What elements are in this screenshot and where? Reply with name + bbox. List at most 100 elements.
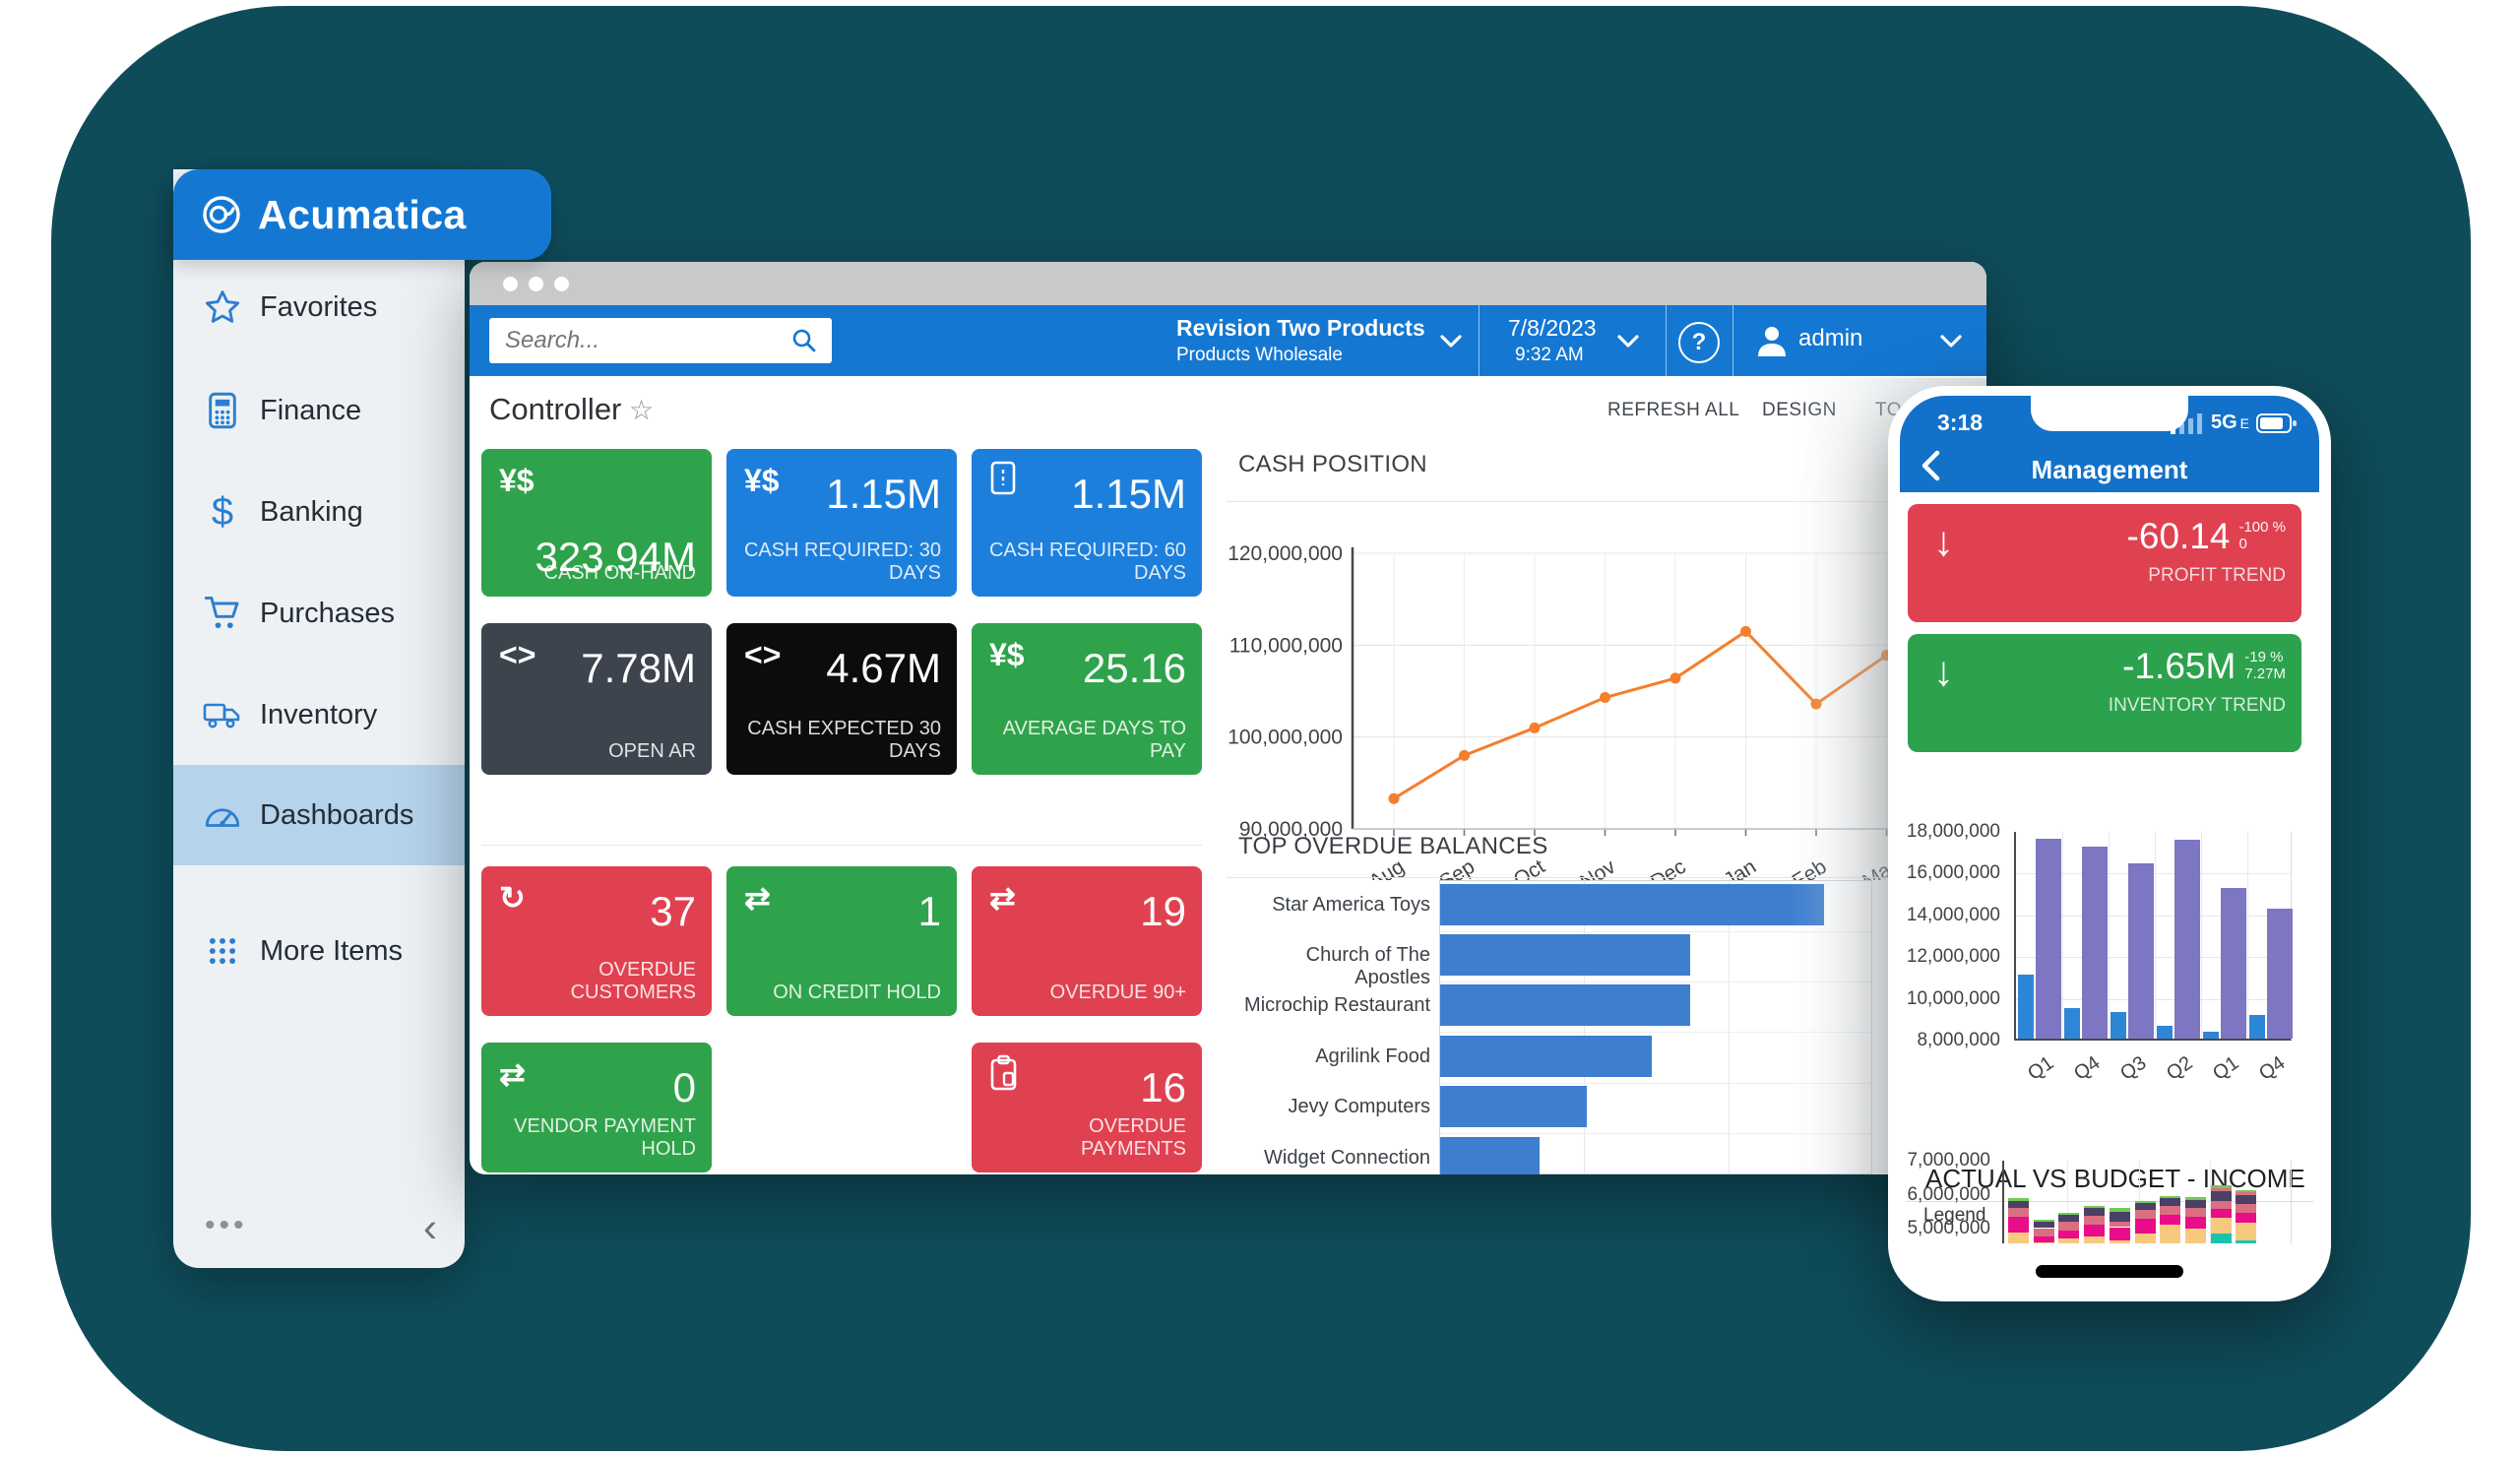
sales-segment-green[interactable]: [2210, 1185, 2232, 1188]
kpi-tile-vendor-payment-hold[interactable]: ⇄ 0 VENDOR PAYMENT HOLD: [481, 1043, 712, 1172]
sales-segment-green[interactable]: [2184, 1197, 2206, 1200]
kpi-tile-cash-expected-30-days[interactable]: <> 4.67M CASH EXPECTED 30 DAYS: [726, 623, 957, 775]
favorite-star-icon[interactable]: ☆: [629, 395, 655, 425]
window-control-icon[interactable]: [554, 277, 569, 291]
income-bar-blue[interactable]: [2110, 1011, 2126, 1039]
sidebar-item-favorites[interactable]: Favorites: [173, 270, 465, 345]
sales-segment-rose[interactable]: [2160, 1206, 2181, 1215]
sales-segment-rose[interactable]: [2134, 1210, 2156, 1219]
sales-segment-tan[interactable]: [2210, 1218, 2232, 1235]
sales-segment-tan[interactable]: [2184, 1229, 2206, 1243]
income-bar-purple[interactable]: [2267, 908, 2293, 1039]
window-control-icon[interactable]: [503, 277, 518, 291]
sales-segment-magenta[interactable]: [2236, 1212, 2257, 1223]
sidebar-collapse-icon[interactable]: ‹: [423, 1204, 437, 1250]
kpi-tile-overdue-customers[interactable]: ↻ 37 OVERDUE CUSTOMERS: [481, 866, 712, 1016]
sales-segment-tan[interactable]: [2109, 1240, 2130, 1243]
income-bar-purple[interactable]: [2036, 839, 2061, 1039]
overdue-bar[interactable]: [1440, 1086, 1587, 1127]
sales-segment-slate[interactable]: [2033, 1222, 2054, 1229]
search-icon[interactable]: [790, 327, 818, 354]
sales-segment-rose[interactable]: [2236, 1191, 2257, 1196]
kpi-tile-open-ar[interactable]: <> 7.78M OPEN AR: [481, 623, 712, 775]
kpi-tile-cash-on-hand[interactable]: ¥$ 323.94M CASH ON-HAND: [481, 449, 712, 597]
sales-segment-slate[interactable]: [2109, 1211, 2130, 1222]
sales-segment-magenta[interactable]: [2058, 1230, 2080, 1238]
overdue-bar[interactable]: [1440, 1036, 1652, 1077]
sales-segment-slate[interactable]: [2134, 1203, 2156, 1211]
sales-segment-rose[interactable]: [2210, 1200, 2232, 1210]
kpi-tile-overdue-90-[interactable]: ⇄ 19 OVERDUE 90+: [972, 866, 1202, 1016]
sales-segment-slate[interactable]: [2058, 1215, 2080, 1222]
sales-segment-magenta[interactable]: [2210, 1209, 2232, 1219]
kpi-tile-cash-required-60-days[interactable]: 1.15M CASH REQUIRED: 60 DAYS: [972, 449, 1202, 597]
sales-segment-rose[interactable]: [2236, 1204, 2257, 1213]
sales-segment-tan[interactable]: [2236, 1223, 2257, 1241]
sales-segment-magenta[interactable]: [2008, 1217, 2029, 1233]
income-bar-purple[interactable]: [2128, 862, 2154, 1039]
sales-segment-slate[interactable]: [2084, 1208, 2106, 1216]
sales-segment-rose[interactable]: [2184, 1207, 2206, 1217]
overdue-bar[interactable]: [1440, 884, 1824, 925]
sales-segment-tan[interactable]: [2084, 1235, 2106, 1243]
sales-segment-magenta[interactable]: [2033, 1235, 2054, 1242]
business-date[interactable]: 7/8/2023: [1508, 315, 1597, 341]
sales-segment-rose[interactable]: [2058, 1221, 2080, 1231]
sales-segment-green[interactable]: [2008, 1198, 2029, 1201]
sidebar-item-dashboards[interactable]: Dashboards: [173, 765, 465, 865]
income-bar-blue[interactable]: [2249, 1014, 2265, 1039]
sidebar-item-finance[interactable]: Finance: [173, 373, 465, 448]
sales-segment-green[interactable]: [2084, 1206, 2106, 1209]
sales-segment-magenta[interactable]: [2084, 1225, 2106, 1236]
phone-kpi-profit-trend[interactable]: ↓ -60.14 -100 % 0 PROFIT TREND: [1908, 504, 2301, 622]
income-bar-blue[interactable]: [2157, 1026, 2173, 1039]
action-refresh-all[interactable]: REFRESH ALL: [1607, 400, 1740, 420]
window-control-icon[interactable]: [529, 277, 543, 291]
tenant-chevron-down-icon[interactable]: [1440, 335, 1462, 348]
sales-segment-tan[interactable]: [2134, 1234, 2156, 1243]
sales-segment-rose[interactable]: [2008, 1207, 2029, 1217]
kpi-tile-average-days-to-pay[interactable]: ¥$ 25.16 AVERAGE DAYS TO PAY: [972, 623, 1202, 775]
sales-segment-teal[interactable]: [2210, 1234, 2232, 1243]
sales-segment-green[interactable]: [2033, 1219, 2054, 1223]
sales-segment-rose[interactable]: [2033, 1228, 2054, 1236]
action-design[interactable]: DESIGN: [1762, 400, 1837, 420]
sales-segment-green[interactable]: [2160, 1196, 2181, 1199]
home-indicator[interactable]: [2036, 1265, 2183, 1278]
sidebar-item-banking[interactable]: $ Banking: [173, 475, 465, 549]
sales-segment-slate[interactable]: [2210, 1191, 2232, 1201]
sales-segment-slate[interactable]: [2184, 1199, 2206, 1208]
sales-segment-slate[interactable]: [2160, 1198, 2181, 1207]
sales-segment-tan[interactable]: [2058, 1237, 2080, 1243]
sales-segment-green[interactable]: [2109, 1208, 2130, 1212]
sales-segment-slate[interactable]: [2008, 1200, 2029, 1208]
sidebar-more-dots-icon[interactable]: •••: [205, 1209, 248, 1241]
user-chevron-down-icon[interactable]: [1940, 335, 1962, 348]
sales-segment-magenta[interactable]: [2160, 1214, 2181, 1226]
kpi-tile-cash-required-30-days[interactable]: ¥$ 1.15M CASH REQUIRED: 30 DAYS: [726, 449, 957, 597]
kpi-tile-on-credit-hold[interactable]: ⇄ 1 ON CREDIT HOLD: [726, 866, 957, 1016]
sales-segment-rose[interactable]: [2210, 1187, 2232, 1192]
sales-segment-tan[interactable]: [2008, 1232, 2029, 1243]
sales-segment-teal[interactable]: [2236, 1240, 2257, 1243]
income-bar-blue[interactable]: [2018, 974, 2034, 1039]
overdue-bar[interactable]: [1440, 1137, 1540, 1174]
sales-segment-rose[interactable]: [2084, 1216, 2106, 1226]
sidebar-item-inventory[interactable]: Inventory: [173, 677, 465, 752]
sales-segment-green[interactable]: [2236, 1189, 2257, 1192]
income-legend-label[interactable]: Legend: [1923, 1205, 1986, 1226]
user-name[interactable]: admin: [1798, 325, 1863, 351]
sales-segment-rose[interactable]: [2109, 1221, 2130, 1228]
income-bar-purple[interactable]: [2082, 846, 2108, 1039]
sales-segment-tan[interactable]: [2160, 1225, 2181, 1243]
kpi-tile-overdue-payments[interactable]: 16 OVERDUE PAYMENTS: [972, 1043, 1202, 1172]
sidebar-item-more-items[interactable]: More Items: [173, 914, 465, 988]
income-bar-blue[interactable]: [2064, 1007, 2080, 1039]
sales-segment-magenta[interactable]: [2184, 1217, 2206, 1230]
sales-segment-slate[interactable]: [2236, 1195, 2257, 1205]
phone-kpi-inventory-trend[interactable]: ↓ -1.65M -19 % 7.27M INVENTORY TREND: [1908, 634, 2301, 752]
sales-segment-tan[interactable]: [2033, 1242, 2054, 1243]
sales-segment-magenta[interactable]: [2109, 1227, 2130, 1240]
sales-segment-green[interactable]: [2058, 1212, 2080, 1216]
user-avatar-icon[interactable]: [1755, 323, 1789, 358]
